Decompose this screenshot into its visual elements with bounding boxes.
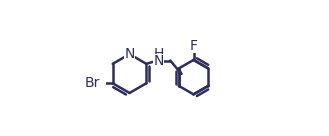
Text: Br: Br: [85, 76, 100, 90]
Text: N: N: [153, 53, 164, 67]
Text: N: N: [124, 47, 135, 61]
Text: F: F: [190, 38, 197, 52]
Text: H: H: [154, 47, 164, 61]
